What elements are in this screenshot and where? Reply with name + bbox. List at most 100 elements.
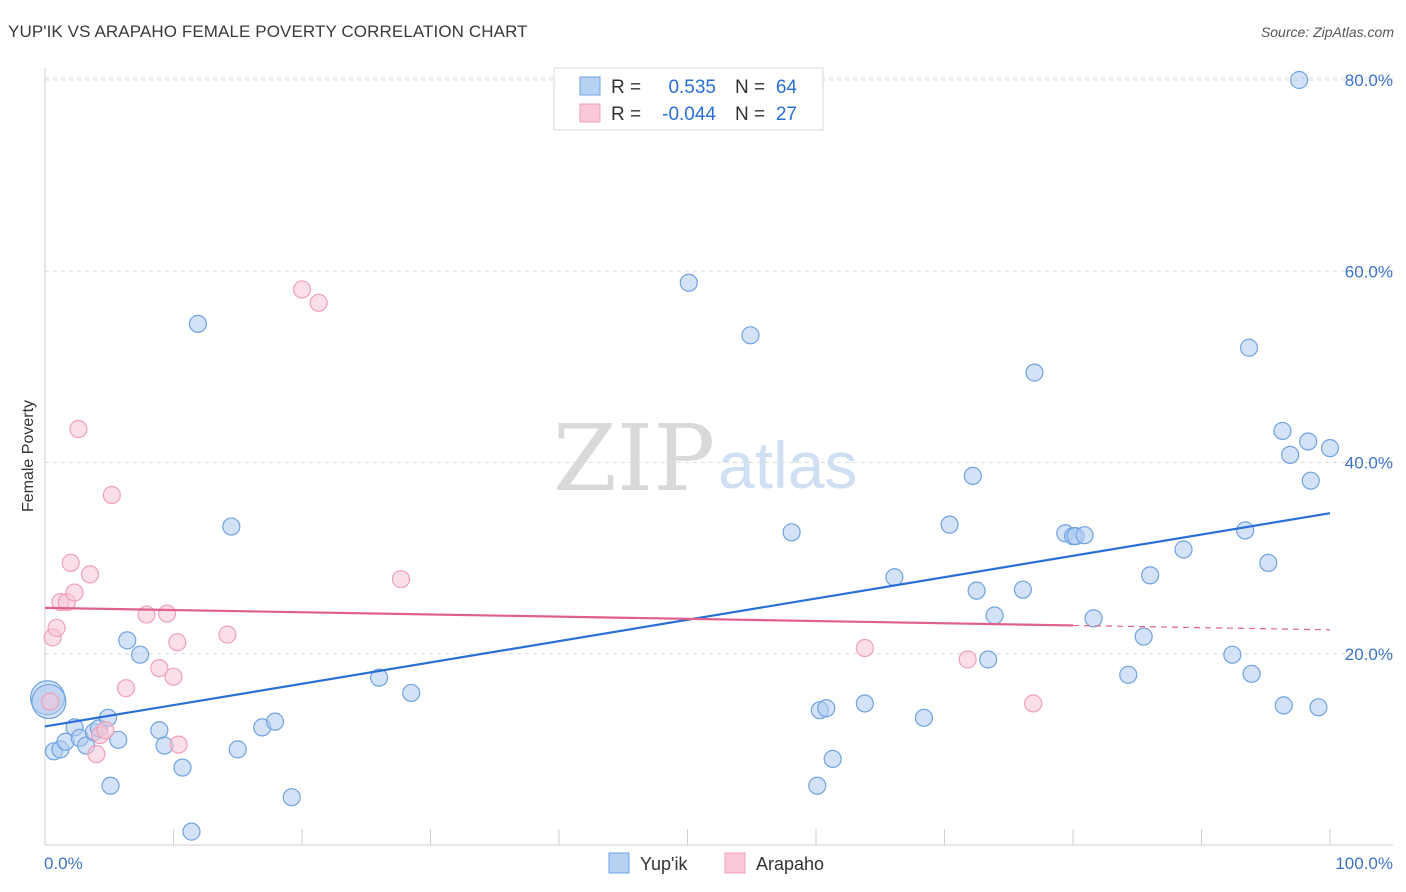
gridlines bbox=[45, 77, 1393, 655]
data-point bbox=[222, 517, 241, 536]
y-axis-label: Female Poverty bbox=[20, 400, 37, 512]
data-point bbox=[61, 553, 80, 573]
data-point bbox=[1236, 521, 1255, 540]
data-point bbox=[1299, 432, 1318, 451]
watermark-zip: ZIP bbox=[553, 405, 715, 512]
data-point bbox=[940, 515, 959, 534]
data-point bbox=[228, 740, 247, 759]
yupik-n-label: N = bbox=[735, 77, 765, 98]
series-arapaho bbox=[41, 280, 1043, 764]
data-point bbox=[1025, 363, 1044, 382]
data-point bbox=[218, 625, 237, 644]
arapaho-r-label: R = bbox=[611, 104, 641, 125]
data-point bbox=[109, 730, 128, 749]
data-point bbox=[855, 638, 874, 658]
trend-line-arapaho-extension bbox=[1072, 624, 1331, 631]
data-point bbox=[173, 758, 192, 777]
data-point bbox=[985, 606, 1004, 625]
yupik-n-value: 64 bbox=[776, 77, 798, 98]
data-point bbox=[1119, 665, 1138, 684]
trend-line-arapaho bbox=[44, 606, 1074, 627]
stats-legend: R = 0.535 N = 64 R = -0.044 N = 27 bbox=[553, 67, 824, 131]
watermark: ZIP atlas bbox=[553, 405, 857, 512]
legend-arapaho-label: Arapaho bbox=[756, 854, 824, 874]
data-point bbox=[1242, 664, 1261, 683]
data-point bbox=[150, 658, 169, 678]
y-tick-labels: 20.0% 40.0% 60.0% 80.0% bbox=[1345, 71, 1393, 664]
data-point bbox=[1309, 698, 1328, 717]
data-point bbox=[782, 523, 801, 542]
data-point bbox=[188, 314, 208, 333]
yupik-swatch bbox=[579, 76, 601, 96]
data-point bbox=[1259, 553, 1278, 573]
data-point bbox=[1134, 627, 1153, 646]
data-point bbox=[47, 618, 66, 638]
data-point bbox=[1024, 694, 1043, 713]
data-point bbox=[309, 293, 328, 312]
legend-yupik-label: Yup'ik bbox=[640, 854, 688, 874]
data-point bbox=[817, 699, 836, 718]
data-point bbox=[1075, 526, 1094, 545]
data-point bbox=[967, 581, 986, 600]
data-point bbox=[958, 650, 977, 669]
data-point bbox=[1174, 540, 1193, 559]
series-legend: Yup'ik Arapaho bbox=[608, 852, 824, 874]
watermark-atlas: atlas bbox=[718, 428, 857, 502]
data-point bbox=[69, 419, 88, 439]
arapaho-n-label: N = bbox=[735, 104, 765, 125]
data-point bbox=[914, 708, 934, 727]
arapaho-swatch bbox=[579, 103, 601, 123]
data-point bbox=[1273, 421, 1292, 441]
data-point bbox=[130, 645, 150, 664]
data-point bbox=[116, 679, 136, 698]
y-tick-label: 80.0% bbox=[1345, 71, 1393, 90]
arapaho-r-value: -0.044 bbox=[662, 104, 716, 125]
data-point bbox=[979, 650, 998, 669]
data-point bbox=[65, 583, 84, 602]
data-point bbox=[1223, 645, 1242, 664]
data-point bbox=[808, 776, 827, 795]
data-point bbox=[182, 822, 201, 841]
data-point bbox=[1084, 609, 1103, 628]
data-point bbox=[1301, 471, 1320, 490]
legend-yupik-swatch bbox=[608, 852, 630, 874]
x-tick-label-max: 100.0% bbox=[1335, 854, 1393, 873]
data-point bbox=[1320, 439, 1340, 458]
yupik-r-value: 0.535 bbox=[668, 77, 716, 98]
data-point bbox=[855, 694, 874, 713]
data-point bbox=[679, 273, 698, 292]
data-point bbox=[101, 776, 120, 795]
data-point bbox=[741, 326, 760, 345]
data-point bbox=[823, 749, 842, 769]
x-tick-label-min: 0.0% bbox=[44, 854, 83, 873]
y-tick-label: 40.0% bbox=[1345, 454, 1393, 473]
data-point bbox=[282, 788, 301, 807]
data-point bbox=[1281, 445, 1300, 464]
data-point bbox=[157, 604, 177, 623]
data-point bbox=[169, 735, 188, 754]
data-point bbox=[391, 570, 411, 589]
data-point bbox=[402, 683, 421, 703]
data-point bbox=[963, 466, 982, 485]
trend-layer bbox=[44, 512, 1331, 728]
data-point bbox=[1290, 70, 1309, 90]
data-point bbox=[265, 712, 285, 731]
data-point bbox=[87, 745, 106, 764]
series-layer bbox=[29, 70, 1340, 841]
data-point bbox=[168, 633, 187, 652]
y-tick-label: 60.0% bbox=[1345, 262, 1393, 281]
data-point bbox=[41, 692, 60, 711]
data-point bbox=[1274, 696, 1293, 715]
y-tick-label: 20.0% bbox=[1345, 645, 1393, 664]
chart-title: YUP'IK VS ARAPAHO FEMALE POVERTY CORRELA… bbox=[8, 22, 528, 41]
data-point bbox=[1013, 580, 1032, 599]
data-point bbox=[80, 565, 100, 584]
data-point bbox=[292, 280, 312, 299]
data-point bbox=[118, 631, 137, 650]
source-label: Source: ZipAtlas.com bbox=[1260, 24, 1394, 40]
arapaho-n-value: 27 bbox=[776, 104, 797, 125]
data-point bbox=[150, 721, 169, 740]
data-point bbox=[1140, 566, 1160, 585]
data-point bbox=[96, 721, 115, 740]
